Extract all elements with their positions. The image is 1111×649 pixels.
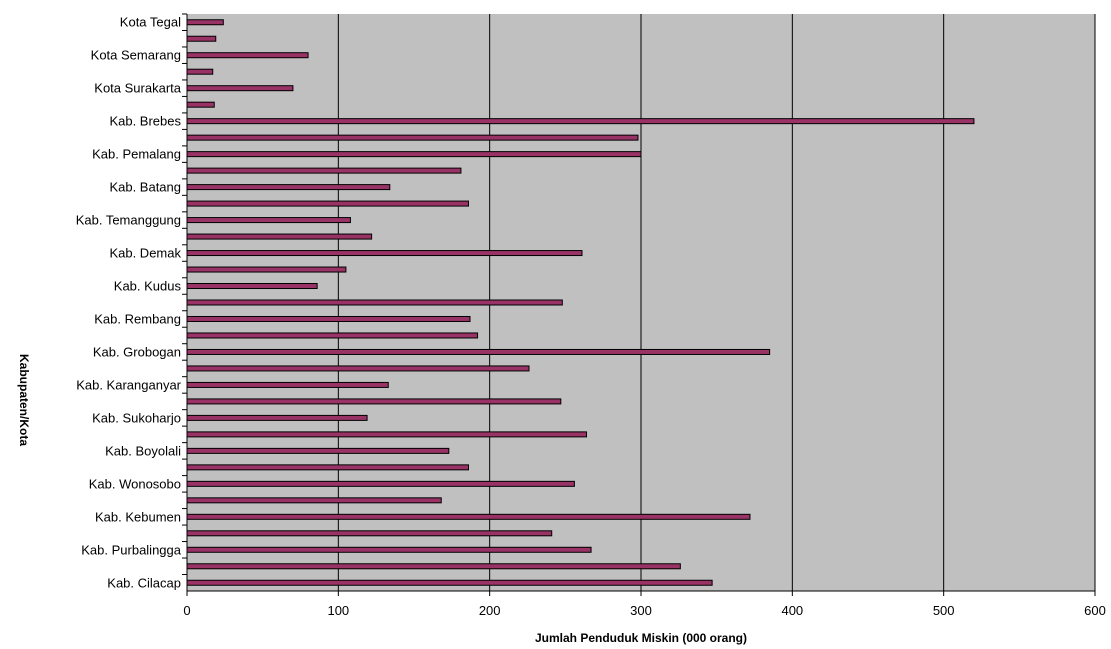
bar (186, 513, 751, 520)
bar (186, 530, 553, 537)
x-axis-title: Jumlah Penduduk Miskin (000 orang) (535, 631, 747, 645)
category-label: Kab. Wonosobo (89, 476, 181, 491)
bar (186, 52, 309, 59)
bar (186, 398, 562, 405)
bar (186, 19, 224, 26)
x-tick-label: 500 (933, 603, 955, 618)
bar (186, 118, 975, 125)
bar (186, 184, 391, 191)
bar (186, 579, 713, 586)
bar (186, 431, 588, 438)
bar (186, 348, 771, 355)
category-label: Kab. Karanganyar (76, 377, 181, 392)
category-label: Kab. Pemalang (92, 147, 181, 162)
bar (186, 480, 575, 487)
bar (186, 85, 294, 92)
bar (186, 299, 563, 306)
bar (186, 381, 389, 388)
category-label: Kab. Sukoharjo (92, 410, 181, 425)
bar (186, 497, 442, 504)
bar (186, 233, 373, 240)
category-label: Kab. Purbalingga (81, 542, 182, 557)
bar (186, 563, 681, 570)
x-tick-label: 400 (781, 603, 803, 618)
category-label: Kab. Batang (109, 180, 181, 195)
bar (186, 315, 471, 322)
category-label: Kab. Demak (109, 246, 181, 261)
bar (186, 167, 462, 174)
category-label: Kab. Brebes (109, 114, 181, 129)
bar (186, 332, 479, 339)
bar (186, 200, 469, 207)
bar (186, 217, 351, 224)
bar (186, 35, 217, 42)
bar (186, 134, 639, 141)
category-label: Kab. Kudus (114, 279, 182, 294)
x-tick-label: 300 (630, 603, 652, 618)
bar (186, 414, 368, 421)
bar (186, 101, 215, 108)
bar (186, 447, 450, 454)
category-label: Kab. Grobogan (93, 344, 181, 359)
category-label: Kab. Kebumen (95, 509, 181, 524)
bar (186, 266, 347, 273)
category-label: Kota Surakarta (94, 81, 181, 96)
category-label: Kota Semarang (91, 48, 181, 63)
x-tick-label: 600 (1084, 603, 1106, 618)
category-label: Kab. Cilacap (107, 575, 181, 590)
bar (186, 68, 214, 75)
category-label: Kab. Rembang (94, 311, 181, 326)
category-label: Kota Tegal (120, 15, 181, 30)
bar (186, 151, 642, 158)
bar (186, 546, 592, 553)
bar (186, 250, 583, 257)
bar (186, 464, 469, 471)
bar (186, 283, 318, 290)
category-labels: Kota Tegal Kota Semarang Kota Surakarta Kab… (76, 13, 187, 590)
category-label: Kab. Boyolali (105, 443, 181, 458)
x-tick-label: 200 (479, 603, 501, 618)
x-tick-labels: 0 100 200 300 400 500 600 (183, 591, 1106, 618)
y-axis-title: Kabupaten/Kota (17, 354, 31, 446)
category-label: Kab. Temanggung (76, 213, 181, 228)
x-tick-label: 100 (327, 603, 349, 618)
bar (186, 365, 530, 372)
x-tick-label: 0 (183, 603, 190, 618)
